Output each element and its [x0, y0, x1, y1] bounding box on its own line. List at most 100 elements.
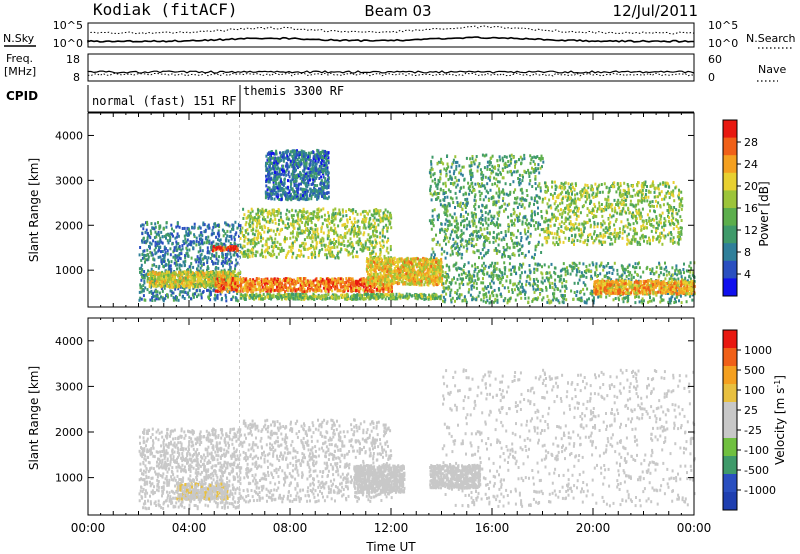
power-cell [179, 273, 182, 277]
power-cell [247, 279, 250, 283]
power-cell [298, 279, 300, 283]
power-cell [162, 298, 165, 302]
power-cell [378, 241, 381, 245]
power-cell [324, 152, 327, 156]
power-cell [291, 170, 294, 174]
power-cell [220, 277, 223, 281]
power-cell [213, 271, 216, 275]
power-cell [187, 254, 190, 258]
power-cell [187, 270, 190, 274]
power-cell [332, 297, 335, 300]
power-cell [252, 246, 255, 250]
power-cell [330, 253, 333, 257]
power-cell [367, 295, 370, 299]
power-cell [214, 267, 217, 271]
power-cell [322, 231, 325, 235]
power-cell [285, 297, 288, 301]
power-cell [263, 282, 266, 286]
power-cell [375, 209, 377, 213]
power-cell [227, 259, 230, 263]
power-cell [298, 225, 301, 229]
power-cell [301, 188, 304, 192]
power-cell [179, 290, 182, 294]
power-cell [154, 244, 157, 248]
power-cell [193, 292, 196, 296]
power-cell [327, 186, 330, 189]
power-cell [197, 273, 199, 277]
power-cell [305, 183, 308, 187]
power-cell [373, 212, 376, 216]
power-cell [291, 176, 294, 180]
power-cell [149, 229, 152, 233]
power-cell [293, 240, 296, 244]
power-cell [308, 212, 311, 216]
power-cell [179, 263, 181, 267]
power-cell [289, 296, 291, 300]
power-cell [242, 254, 245, 258]
power-cell [389, 222, 392, 226]
power-cell [307, 222, 309, 226]
power-cell [372, 234, 375, 238]
power-cell [290, 198, 293, 202]
power-cell [275, 288, 278, 292]
power-cell [195, 275, 198, 278]
power-cell [232, 225, 234, 229]
power-cell [369, 278, 371, 282]
power-cell [143, 274, 145, 277]
power-cell [325, 185, 328, 189]
power-cell [309, 187, 312, 191]
power-cell [206, 270, 209, 274]
power-cell [291, 163, 294, 167]
power-cell [409, 293, 412, 297]
power-cell [343, 244, 346, 247]
power-cell [230, 272, 232, 276]
power-cell [336, 252, 339, 255]
power-cell [277, 295, 280, 299]
power-cell [370, 287, 372, 291]
power-cell [198, 282, 201, 286]
power-cell [176, 222, 179, 225]
power-cell [327, 292, 330, 296]
power-cell [277, 222, 280, 226]
power-cell [272, 183, 275, 187]
power-cell [426, 296, 429, 300]
power-cell [294, 295, 297, 299]
power-cell [156, 295, 159, 298]
power-cell [368, 246, 371, 250]
power-cell [390, 289, 393, 293]
power-cell [281, 153, 284, 157]
power-cell [272, 212, 275, 216]
power-cell [183, 297, 186, 300]
power-cell [266, 230, 269, 234]
power-cell [356, 293, 359, 297]
power-cell [285, 255, 287, 259]
power-cell [324, 287, 327, 291]
power-cell [336, 287, 339, 291]
power-cell [282, 151, 285, 155]
power-cell [177, 259, 180, 262]
power-cell [165, 270, 168, 274]
power-cell [304, 296, 307, 300]
power-cell [299, 292, 302, 296]
power-cell [384, 235, 386, 239]
power-cell [423, 297, 426, 301]
power-cell [203, 256, 206, 260]
power-cell [200, 231, 203, 235]
power-cell [299, 288, 302, 292]
power-cell [304, 242, 307, 246]
power-cell [272, 289, 275, 293]
power-cell [206, 246, 209, 250]
power-cell [315, 189, 318, 193]
power-cell [146, 277, 149, 280]
power-cell [379, 293, 382, 296]
power-cell [194, 275, 196, 279]
power-cell [232, 289, 235, 293]
power-cell [280, 197, 283, 201]
power-cell [315, 175, 318, 179]
power-cell [308, 280, 311, 284]
power-cell [274, 179, 277, 182]
power-cell [244, 223, 247, 227]
power-cell [288, 196, 291, 200]
power-cell [321, 278, 324, 282]
power-cell [368, 239, 371, 243]
